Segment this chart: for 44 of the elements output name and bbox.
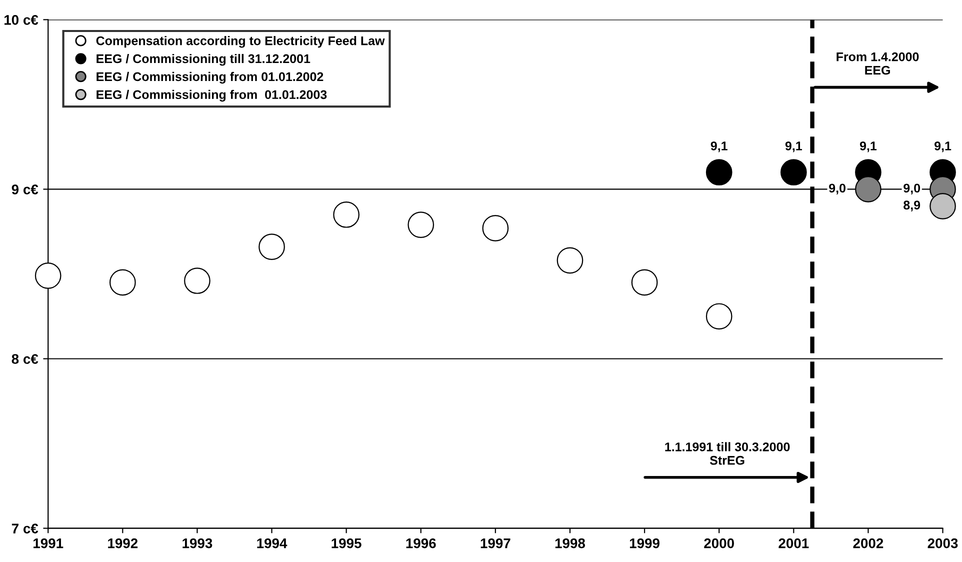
point xyxy=(706,159,732,186)
point xyxy=(706,303,732,330)
point xyxy=(34,262,62,289)
annotation: 1.1.1991 till 30.3.2000 StrEG xyxy=(665,442,790,465)
y-tick-label: 7 c€ xyxy=(12,524,38,534)
x-tick-label: 1999 xyxy=(630,538,660,548)
legend-label: EEG / Commissioning till 31.12.2001 xyxy=(96,54,310,66)
point xyxy=(333,201,360,228)
legend-label: Compensation according to Electricity Feed Law xyxy=(96,36,385,48)
legend-label: EEG / Commissioning from 01.01.2003 xyxy=(96,90,327,102)
point xyxy=(482,215,509,242)
point xyxy=(408,212,434,238)
legend-label: EEG / Commissioning from 01.01.2002 xyxy=(96,72,324,84)
data-label: 9,1 xyxy=(710,141,728,152)
data-label: 9,1 xyxy=(934,141,952,152)
point xyxy=(780,159,807,186)
data-label: 8,9 xyxy=(904,200,920,212)
data-label: 9,0 xyxy=(904,184,920,194)
x-tick-label: 1996 xyxy=(406,538,436,548)
point xyxy=(930,192,956,220)
point xyxy=(258,234,285,260)
y-tick-label: 8 c€ xyxy=(12,354,38,364)
x-tick-label: 1993 xyxy=(182,538,212,548)
y-tick-label: 10 c€ xyxy=(4,15,38,25)
x-tick-label: 2000 xyxy=(704,538,734,548)
data-label: 9,0 xyxy=(829,184,846,194)
x-tick-label: 1998 xyxy=(555,538,586,548)
point xyxy=(631,269,658,296)
data-label: 9,1 xyxy=(860,141,877,152)
y-tick-label: 9 c€ xyxy=(12,184,38,194)
point xyxy=(855,176,882,202)
point xyxy=(556,247,584,274)
x-tick-label: 1997 xyxy=(480,538,510,548)
point xyxy=(184,268,210,294)
x-tick-label: 1995 xyxy=(332,538,362,548)
x-tick-label: 1992 xyxy=(108,538,138,548)
x-tick-label: 2001 xyxy=(778,538,809,548)
x-tick-label: 2002 xyxy=(853,538,884,548)
point xyxy=(109,269,136,296)
annotation: From 1.4.2000 EEG xyxy=(836,52,919,75)
data-label: 9,1 xyxy=(785,141,802,152)
x-tick-label: 1994 xyxy=(257,538,288,548)
x-tick-label: 1991 xyxy=(34,538,64,548)
x-tick-label: 2003 xyxy=(928,538,958,548)
